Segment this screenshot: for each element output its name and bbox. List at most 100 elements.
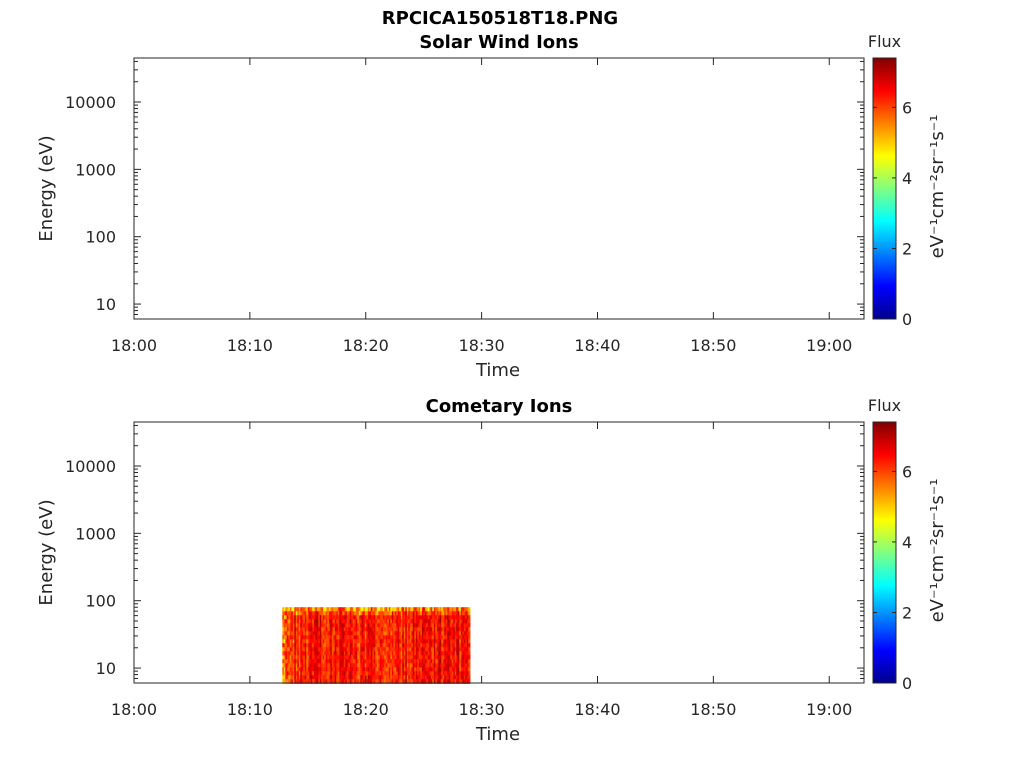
spectrogram-cell <box>340 655 343 660</box>
spectrogram-cell <box>336 635 339 640</box>
spectrogram-cell <box>415 679 418 684</box>
spectrogram-cell <box>400 643 403 648</box>
spectrogram-cell <box>316 611 319 616</box>
spectrogram-cell <box>439 663 442 668</box>
spectrogram-cell <box>304 631 307 636</box>
spectrogram-cell <box>366 611 369 616</box>
spectrogram-cell <box>450 675 453 680</box>
spectrogram-cell <box>330 643 333 648</box>
spectrogram-cell <box>309 607 312 612</box>
spectrogram-cell <box>291 639 294 644</box>
spectrogram-cell <box>438 651 441 656</box>
spectrogram-cell <box>375 615 378 620</box>
spectrogram-cell <box>435 623 438 628</box>
spectrogram-cell <box>393 647 396 652</box>
spectrogram-cell <box>307 651 310 656</box>
spectrogram-cell <box>346 639 349 644</box>
spectrogram-cell <box>342 663 345 668</box>
spectrogram-cell <box>315 623 318 628</box>
spectrogram-cell <box>378 619 381 624</box>
spectrogram-cell <box>414 659 417 664</box>
spectrogram-cell <box>394 623 397 628</box>
spectrogram-cell <box>295 619 298 624</box>
spectrogram-cell <box>460 647 463 652</box>
spectrogram-cell <box>295 679 298 684</box>
spectrogram-cell <box>382 631 385 636</box>
spectrogram-cell <box>318 623 321 628</box>
spectrogram-cell <box>297 631 300 636</box>
spectrogram-cell <box>298 655 301 660</box>
spectrogram-cell <box>363 663 366 668</box>
spectrogram-cell <box>294 607 297 612</box>
spectrogram-cell <box>315 647 318 652</box>
spectrogram-cell <box>435 659 438 664</box>
spectrogram-cell <box>366 607 369 612</box>
spectrogram-cell <box>382 659 385 664</box>
spectrogram-cell <box>427 651 430 656</box>
spectrogram-cell <box>430 651 433 656</box>
spectrogram-cell <box>358 679 361 684</box>
spectrogram-cell <box>295 659 298 664</box>
spectrogram-cell <box>349 663 352 668</box>
spectrogram-cell <box>441 659 444 664</box>
spectrogram-cell <box>406 651 409 656</box>
spectrogram-cell <box>286 655 289 660</box>
spectrogram-cell <box>346 619 349 624</box>
spectrogram-cell <box>427 631 430 636</box>
spectrogram-cell <box>423 655 426 660</box>
spectrogram-cell <box>319 671 322 676</box>
spectrogram-cell <box>336 663 339 668</box>
spectrogram-cell <box>345 679 348 684</box>
spectrogram-cell <box>411 659 414 664</box>
spectrogram-cell <box>439 643 442 648</box>
spectrogram-cell <box>442 655 445 660</box>
spectrogram-cell <box>457 667 460 672</box>
spectrogram-cell <box>337 611 340 616</box>
spectrogram-cell <box>286 679 289 684</box>
spectrogram-cell <box>339 611 342 616</box>
spectrogram-cell <box>312 671 315 676</box>
spectrogram-cell <box>402 671 405 676</box>
spectrogram-cell <box>397 611 400 616</box>
spectrogram-cell <box>441 639 444 644</box>
spectrogram-cell <box>354 619 357 624</box>
spectrogram-cell <box>355 623 358 628</box>
spectrogram-cell <box>348 679 351 684</box>
spectrogram-cell <box>456 615 459 620</box>
spectrogram-cell <box>325 663 328 668</box>
spectrogram-cell <box>355 651 358 656</box>
spectrogram-cell <box>420 659 423 664</box>
spectrogram-cell <box>468 647 471 652</box>
spectrogram-cell <box>304 611 307 616</box>
spectrogram-cell <box>463 631 466 636</box>
spectrogram-cell <box>444 659 447 664</box>
spectrogram-cell <box>315 667 318 672</box>
spectrogram-cell <box>414 651 417 656</box>
spectrogram-cell <box>330 667 333 672</box>
spectrogram-cell <box>397 635 400 640</box>
spectrogram-cell <box>379 671 382 676</box>
spectrogram-cell <box>297 659 300 664</box>
spectrogram-cell <box>373 635 376 640</box>
spectrogram-cell <box>418 607 421 612</box>
spectrogram-cell <box>336 679 339 684</box>
spectrogram-cell <box>394 635 397 640</box>
spectrogram-cell <box>430 615 433 620</box>
spectrogram-cell <box>406 643 409 648</box>
spectrogram-cell <box>435 627 438 632</box>
spectrogram-cell <box>346 611 349 616</box>
spectrogram-cell <box>346 667 349 672</box>
spectrogram-cell <box>339 615 342 620</box>
spectrogram-cell <box>466 635 469 640</box>
spectrogram-cell <box>409 607 412 612</box>
spectrogram-cell <box>342 643 345 648</box>
spectrogram-cell <box>454 635 457 640</box>
spectrogram-cell <box>466 659 469 664</box>
spectrogram-cell <box>348 631 351 636</box>
spectrogram-cell <box>403 615 406 620</box>
spectrogram-cell <box>408 647 411 652</box>
spectrogram-cell <box>373 679 376 684</box>
spectrogram-cell <box>375 627 378 632</box>
spectrogram-cell <box>421 675 424 680</box>
spectrogram-cell <box>390 631 393 636</box>
